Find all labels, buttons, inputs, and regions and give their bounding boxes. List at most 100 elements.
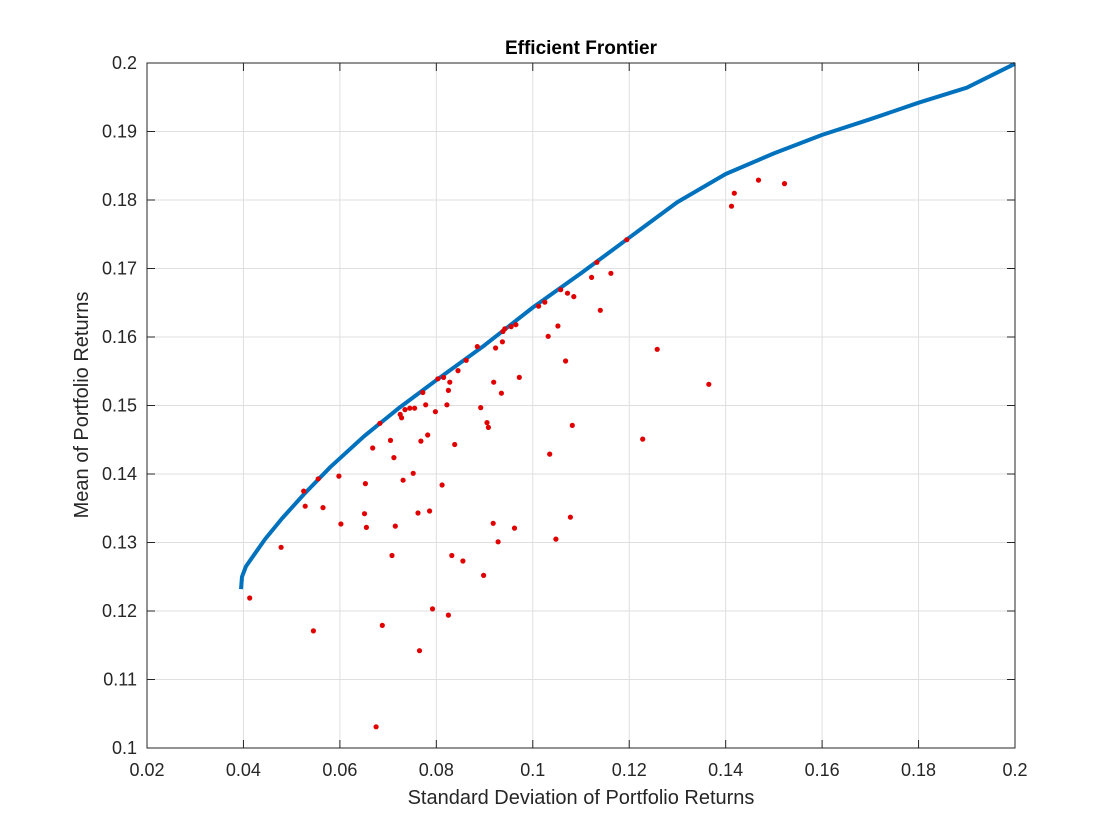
portfolio-point [558, 287, 564, 293]
portfolio-point [498, 390, 504, 396]
x-tick-label: 0.1 [520, 760, 545, 780]
portfolio-point [478, 405, 484, 411]
y-tick-label: 0.14 [102, 464, 137, 484]
portfolio-point [499, 339, 505, 345]
y-tick-label: 0.13 [102, 533, 137, 553]
portfolio-point [320, 505, 326, 511]
portfolio-point [302, 503, 308, 509]
portfolio-point [370, 445, 376, 451]
x-tick-label: 0.16 [805, 760, 840, 780]
efficient-frontier-line [239, 61, 1016, 590]
portfolio-point [439, 482, 445, 488]
portfolio-point [445, 612, 451, 618]
portfolio-point [429, 606, 436, 612]
portfolio-point [654, 346, 660, 352]
portfolio-point [608, 270, 614, 276]
portfolio-point [731, 190, 737, 196]
portfolio-point [516, 374, 522, 380]
portfolio-point [338, 521, 344, 527]
x-tick-label: 0.08 [419, 760, 454, 780]
portfolio-point [449, 552, 455, 559]
x-axis-label: Standard Deviation of Portfolio Returns [408, 787, 755, 809]
portfolio-point [361, 511, 368, 517]
portfolio-point [301, 488, 307, 494]
scatter-points-layer [247, 177, 788, 730]
portfolio-point [432, 409, 438, 415]
portfolio-point [511, 525, 518, 531]
y-tick-label: 0.2 [112, 53, 137, 73]
portfolio-point [555, 323, 561, 329]
x-tick-label: 0.18 [901, 760, 936, 780]
portfolio-point [447, 379, 453, 385]
portfolio-point [728, 203, 735, 209]
portfolio-point [407, 405, 413, 411]
portfolio-point [247, 595, 253, 601]
portfolio-point [706, 381, 712, 387]
portfolio-point [542, 299, 548, 305]
x-tick-label: 0.12 [612, 760, 647, 780]
portfolio-point [564, 290, 571, 296]
portfolio-point [445, 387, 451, 393]
portfolio-point [400, 477, 406, 483]
y-tick-label: 0.15 [102, 396, 137, 416]
portfolio-point [416, 648, 423, 654]
portfolio-point [640, 436, 646, 442]
portfolio-point [495, 539, 501, 545]
portfolio-point [594, 259, 600, 265]
portfolio-point [597, 307, 603, 313]
portfolio-point [571, 294, 577, 300]
portfolio-point [569, 422, 575, 428]
x-tick-label: 0.04 [226, 760, 261, 780]
portfolio-point [427, 508, 433, 514]
portfolio-point [460, 558, 466, 564]
portfolio-point [389, 552, 395, 559]
portfolio-point [435, 376, 441, 382]
portfolio-point [624, 237, 630, 243]
axis-ticks: 0.02 0.04 0.06 0.08 0.1 0.12 0.14 0.16 0.18 0.2 0.… [102, 53, 1028, 780]
grid-lines [146, 62, 1016, 749]
portfolio-point [412, 405, 418, 411]
x-tick-label: 0.2 [1002, 760, 1027, 780]
y-tick-label: 0.16 [102, 327, 137, 347]
portfolio-point [452, 441, 458, 448]
portfolio-point [474, 344, 480, 350]
portfolio-point [278, 544, 284, 550]
portfolio-point [589, 274, 595, 280]
portfolio-point [485, 424, 491, 430]
portfolio-point [418, 438, 424, 444]
y-axis-label: Mean of Portfolio Returns [71, 292, 93, 519]
portfolio-point [415, 510, 421, 516]
portfolio-point [553, 536, 559, 542]
portfolio-point [420, 389, 426, 396]
y-tick-label: 0.11 [103, 670, 137, 690]
y-tick-label: 0.18 [102, 190, 137, 210]
portfolio-point [463, 357, 469, 363]
y-tick-label: 0.12 [102, 601, 137, 621]
portfolio-point [410, 470, 416, 476]
portfolio-point [391, 455, 397, 461]
x-tick-label: 0.02 [129, 760, 164, 780]
portfolio-point [399, 415, 405, 421]
portfolio-point [379, 622, 385, 629]
portfolio-point [567, 514, 574, 520]
portfolio-point [425, 432, 431, 438]
portfolio-point [363, 524, 369, 531]
frontier-line-layer [239, 61, 1016, 590]
y-tick-label: 0.1 [112, 738, 137, 758]
portfolio-point [377, 420, 383, 426]
y-tick-label: 0.17 [102, 259, 137, 279]
portfolio-point [484, 420, 490, 426]
portfolio-point [491, 379, 497, 385]
x-tick-label: 0.14 [708, 760, 743, 780]
portfolio-point [336, 473, 342, 479]
portfolio-point [387, 437, 394, 443]
portfolio-point [508, 324, 514, 330]
chart-title: Efficient Frontier [505, 38, 658, 59]
portfolio-point [402, 407, 408, 413]
x-tick-label: 0.06 [322, 760, 357, 780]
portfolio-point [423, 402, 429, 408]
portfolio-point [545, 333, 551, 339]
portfolio-point [362, 481, 368, 487]
portfolio-point [455, 368, 461, 374]
